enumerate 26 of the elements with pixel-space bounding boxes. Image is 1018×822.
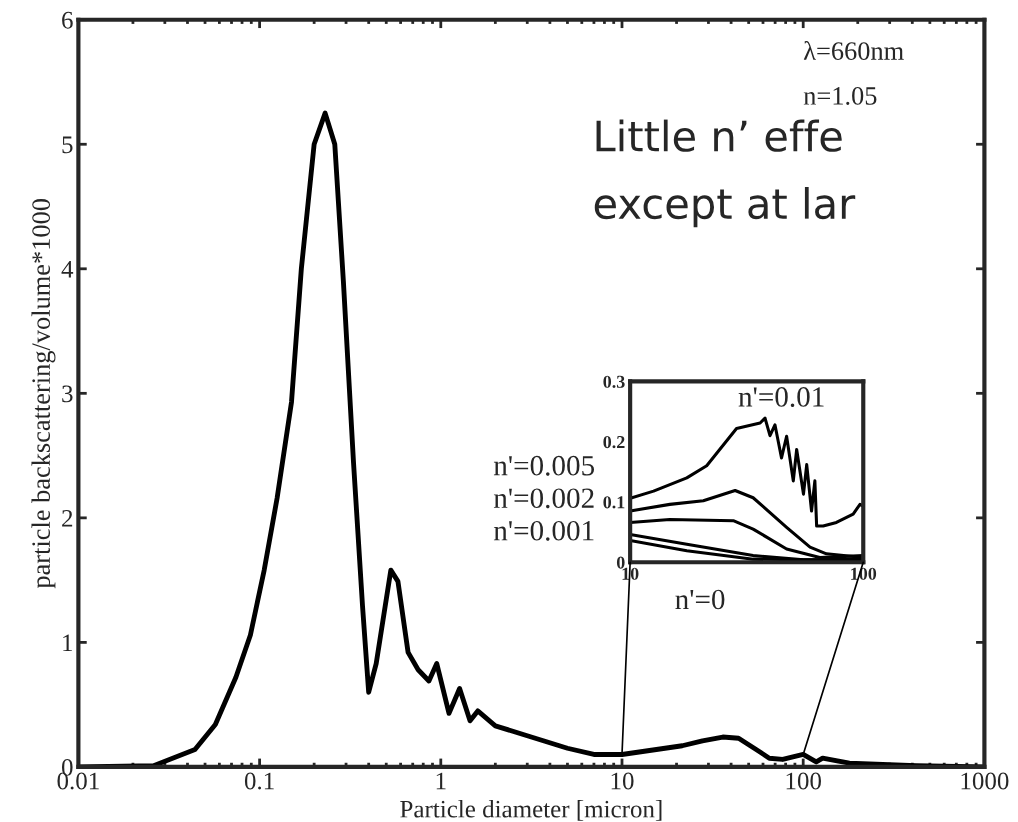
y-tick-label: 3 <box>62 385 73 403</box>
annotation: n'=0.002 <box>493 488 594 509</box>
x-tick-label: 100 <box>786 772 821 790</box>
x-axis-title: Particle diameter [micron] <box>400 800 662 821</box>
y-axis-title: particle backscattering/volume*1000 <box>31 199 56 589</box>
annotation: n'=0.001 <box>493 520 594 541</box>
y-tick-label: 4 <box>61 261 74 278</box>
y-tick-label: 0.3 <box>603 375 625 388</box>
annotation: n=1.05 <box>803 86 877 105</box>
annotation: n'=0.01 <box>738 387 824 407</box>
annotation: except at lar <box>594 186 856 228</box>
x-tick-label: 10 <box>611 772 634 790</box>
annotation: n'=0.005 <box>493 455 595 476</box>
x-tick-label: 1 <box>436 772 446 790</box>
y-tick-label: 2 <box>62 509 73 527</box>
x-tick-label: 1000 <box>961 772 1009 790</box>
annotation: λ=660nm <box>803 41 904 60</box>
annotation: n'=0 <box>675 589 725 610</box>
y-tick-label: 0 <box>616 556 625 569</box>
y-tick-label: 1 <box>63 634 73 652</box>
annotation: Little n’ effe <box>596 119 842 152</box>
x-tick-label: 0.1 <box>244 772 274 790</box>
y-tick-label: 6 <box>62 11 73 29</box>
y-tick-label: 0.2 <box>603 435 625 449</box>
y-tick-label: 0.1 <box>603 496 625 509</box>
y-tick-label: 5 <box>62 136 73 154</box>
